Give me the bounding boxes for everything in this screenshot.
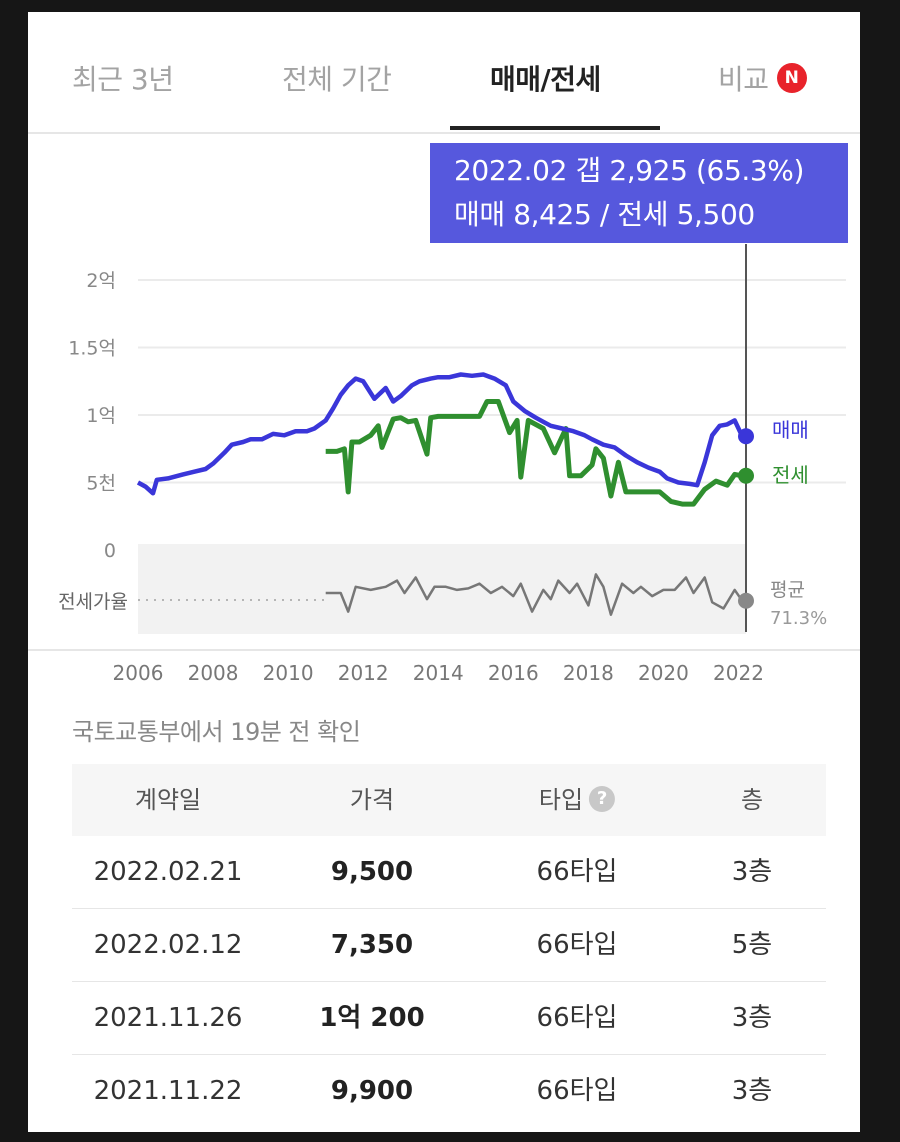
tab-sale-jeonse[interactable]: 매매/전세 (490, 63, 601, 96)
x-axis-ticks: 2006 2008 2010 2012 2014 2016 2018 2020 2022 (113, 661, 764, 685)
series-line-jeonse (325, 399, 743, 507)
unit-type: 66타입 (536, 1076, 618, 1106)
y-tick-label: 0 (104, 540, 116, 562)
series-layer (136, 372, 745, 616)
floor: 3층 (731, 1076, 773, 1106)
contract-date: 2021.11.26 (93, 1003, 243, 1033)
ratio-band (138, 544, 746, 634)
contract-date: 2022.02.21 (93, 857, 243, 887)
sale-end-point (738, 428, 754, 445)
series-label-sale: 매매 (772, 418, 809, 442)
tab-compare[interactable]: 비교 N (718, 58, 807, 98)
series-end-markers (738, 428, 754, 609)
tab-recent-3y[interactable]: 최근 3년 (72, 63, 174, 96)
table-row[interactable]: 2022.02.21 9,500 66타입 3층 (72, 836, 826, 909)
price-chart-card: 최근 3년 전체 기간 매매/전세 비교 N 2억 1.5억 1억 5천 0 2006 20… (28, 12, 860, 1132)
help-icon[interactable]: ? (589, 786, 616, 812)
x-tick-label: 2010 (263, 661, 314, 685)
header-type: 타입? (539, 764, 616, 836)
transactions-table: 계약일 가격 타입? 층 2022.02.21 9,500 66타입 3층 20… (72, 764, 826, 1127)
contract-date: 2022.02.12 (93, 930, 243, 960)
tooltip-gap-line: 2022.02 갭 2,925 (65.3%) (454, 154, 805, 187)
y-tick-label: 1억 (86, 405, 116, 427)
price: 1억 200 (319, 1003, 425, 1033)
x-tick-label: 2016 (488, 661, 539, 685)
floor: 5층 (731, 930, 773, 960)
gridlines (138, 279, 846, 484)
table-row[interactable]: 2021.11.22 9,900 66타입 3층 (72, 1055, 826, 1127)
series-line-sale (136, 372, 745, 496)
x-tick-label: 2006 (113, 661, 164, 685)
contract-date: 2021.11.22 (93, 1076, 243, 1106)
x-tick-label: 2018 (563, 661, 614, 685)
price-chart[interactable]: 2억 1.5억 1억 5천 0 2006 2008 2010 2012 2014 2016 2018… (28, 132, 860, 692)
header-floor: 층 (740, 786, 764, 814)
header-contract-date: 계약일 (134, 786, 202, 814)
x-tick-label: 2012 (338, 661, 389, 685)
unit-type: 66타입 (536, 1003, 618, 1033)
x-tick-label: 2020 (638, 661, 689, 685)
floor: 3층 (731, 857, 773, 887)
jeonse-end-point (738, 467, 754, 484)
y-tick-label: 5천 (86, 473, 116, 495)
chart-tooltip: 2022.02 갭 2,925 (65.3%) 매매 8,425 / 전세 5,… (430, 143, 848, 243)
table-row[interactable]: 2021.11.26 1억 200 66타입 3층 (72, 982, 826, 1055)
table-row[interactable]: 2022.02.12 7,350 66타입 5층 (72, 909, 826, 982)
price: 9,900 (330, 1076, 414, 1106)
unit-type: 66타입 (536, 930, 618, 960)
series-line-ratio (325, 573, 744, 616)
header-price: 가격 (349, 786, 395, 814)
tab-all-period[interactable]: 전체 기간 (282, 63, 392, 96)
x-tick-label: 2022 (713, 661, 764, 685)
series-label-jeonse: 전세 (772, 463, 809, 487)
table-header: 계약일 가격 타입? 층 (72, 764, 826, 836)
period-tabs: 최근 3년 전체 기간 매매/전세 비교 N (28, 12, 860, 134)
price: 7,350 (330, 930, 414, 960)
data-source-note: 국토교통부에서 19분 전 확인 (72, 718, 361, 746)
y-tick-label: 1.5억 (68, 338, 116, 360)
x-tick-label: 2008 (188, 661, 239, 685)
price: 9,500 (330, 857, 414, 887)
tab-compare-label: 비교 (718, 63, 769, 96)
ratio-avg-label: 평균 (770, 579, 805, 601)
floor: 3층 (731, 1003, 773, 1033)
new-badge: N (776, 63, 807, 93)
ratio-end-point (738, 592, 754, 609)
unit-type: 66타입 (536, 857, 618, 887)
x-tick-label: 2014 (413, 661, 464, 685)
active-tab-indicator (450, 126, 660, 130)
tooltip-price-line: 매매 8,425 / 전세 5,500 (454, 198, 755, 231)
ratio-label: 전세가율 (58, 591, 128, 613)
y-axis-ticks: 2억 1.5억 1억 5천 0 (68, 270, 116, 562)
ratio-avg-value: 71.3% (770, 608, 827, 629)
y-tick-label: 2억 (86, 270, 116, 292)
